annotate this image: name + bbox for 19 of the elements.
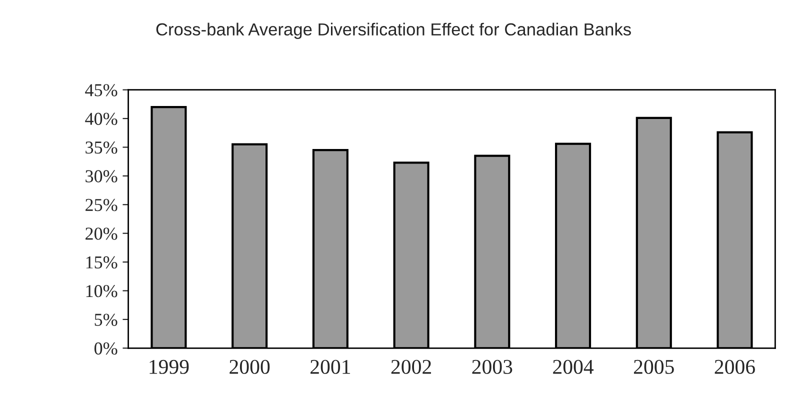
y-tick-label: 45% (85, 84, 118, 96)
y-tick-label: 0% (94, 342, 118, 355)
x-tick-label: 2003 (472, 360, 512, 374)
y-tick-label: 40% (85, 112, 118, 126)
y-tick-label: 10% (86, 284, 118, 298)
y-tick-label: 15% (86, 256, 118, 269)
y-tick-label: 25% (86, 198, 118, 212)
chart-title: Cross-bank Average Diversification Effect for Canadian Banks (156, 22, 631, 39)
x-tick-label: 2001 (310, 360, 350, 374)
x-tick-label: 2006 (714, 360, 755, 374)
y-tick-label: 35% (86, 141, 118, 154)
x-tick-label: 2002 (391, 360, 431, 374)
x-tick-label: 2005 (634, 360, 674, 374)
y-tick-label: 5% (94, 314, 118, 326)
x-tick-label: 2000 (230, 360, 270, 374)
y-tick-label: 20% (86, 228, 118, 240)
x-tick-label: 2004 (553, 360, 594, 374)
x-tick-label: 1999 (150, 360, 189, 374)
y-tick-label: 30% (86, 170, 118, 182)
